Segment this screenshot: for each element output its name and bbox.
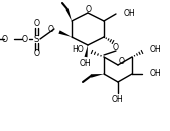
Text: O: O bbox=[48, 24, 54, 34]
Text: OH: OH bbox=[79, 59, 91, 69]
Polygon shape bbox=[65, 8, 72, 21]
Text: S: S bbox=[33, 34, 39, 43]
Text: O: O bbox=[33, 20, 39, 29]
Text: OH: OH bbox=[124, 9, 136, 18]
Text: OH: OH bbox=[112, 94, 124, 103]
Polygon shape bbox=[58, 30, 72, 37]
Text: O: O bbox=[2, 34, 8, 43]
Polygon shape bbox=[91, 74, 104, 78]
Text: O: O bbox=[86, 4, 92, 13]
Text: OH: OH bbox=[150, 70, 162, 78]
Text: O: O bbox=[113, 43, 119, 53]
Polygon shape bbox=[84, 45, 88, 57]
Text: O: O bbox=[22, 34, 28, 43]
Text: O: O bbox=[119, 58, 125, 67]
Text: HO: HO bbox=[72, 45, 84, 54]
Text: O: O bbox=[33, 50, 39, 59]
Text: OH: OH bbox=[150, 45, 162, 54]
